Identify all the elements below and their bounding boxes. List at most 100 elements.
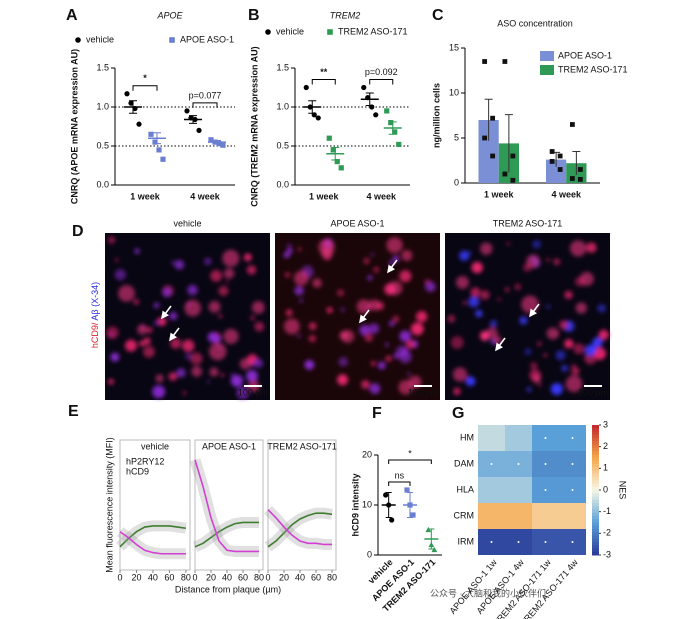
error-bar [153, 132, 161, 145]
signal-blob [340, 307, 345, 312]
series-line [267, 512, 333, 548]
legend-label: vehicle [276, 26, 304, 36]
significance-bracket [311, 79, 336, 85]
signal-blob [407, 372, 411, 376]
colorbar-step [592, 425, 599, 429]
data-point [502, 59, 508, 64]
plaque-blob [480, 242, 493, 255]
plaque-blob [339, 331, 348, 340]
y-axis-label: CNRQ (TREM2 mRNA expression AU) [249, 46, 259, 206]
colorbar-step [592, 509, 599, 514]
annotation: ** [320, 67, 328, 77]
signal-blob [592, 337, 604, 348]
heatmap-cell [478, 503, 505, 529]
significance-dot [571, 541, 574, 543]
plaque-blob [521, 295, 539, 314]
signal-blob [561, 364, 568, 372]
annotation: ns [395, 470, 405, 480]
data-point [303, 84, 309, 91]
signal-blob [450, 336, 464, 349]
error-bar [365, 92, 374, 106]
x-tick-label: 4 week [366, 191, 397, 201]
y-tick-label: 15 [449, 42, 459, 52]
x-tick-label: 20 [131, 572, 141, 582]
plaque-blob [208, 300, 221, 313]
plaque-blob [283, 318, 300, 335]
colorbar-step [592, 535, 599, 540]
plaque-blob [318, 238, 335, 256]
signal-blob [399, 330, 411, 342]
signal-blob [385, 355, 392, 362]
plaque-blob [575, 302, 587, 314]
signal-blob [171, 260, 176, 265]
signal-blob [573, 343, 585, 355]
significance-bracket [192, 102, 218, 108]
signal-blob [185, 353, 192, 360]
signal-blob [182, 339, 195, 352]
signal-blob [243, 253, 252, 262]
y-axis-label: ng/million cells [431, 83, 441, 148]
signal-blob [550, 383, 563, 395]
data-point [549, 149, 555, 154]
colorbar-step [592, 431, 599, 436]
data-point [160, 156, 166, 162]
colorbar-label: NES [618, 481, 628, 500]
legend-label: TREM2 ASO-171 [558, 64, 628, 74]
data-point [383, 492, 389, 498]
plaque-blob [368, 299, 380, 311]
data-point [396, 141, 402, 148]
data-point [152, 139, 158, 145]
data-point [425, 526, 432, 533]
plaque-blob [223, 268, 235, 279]
plaque-blob [184, 299, 202, 317]
plaque-blob [251, 300, 265, 314]
signal-blob [297, 247, 302, 252]
y-axis-label: hCD9 intensity [350, 473, 360, 536]
legend-swatch [540, 51, 554, 61]
data-point [557, 167, 563, 172]
signal-blob [106, 326, 119, 340]
signal-blob [369, 383, 381, 394]
data-point [136, 121, 142, 127]
panel-letter: E [68, 403, 79, 420]
plaque-blob [155, 374, 164, 383]
signal-blob [373, 266, 379, 273]
signal-blob [176, 368, 186, 378]
signal-blob [514, 283, 522, 291]
annotation: * [408, 448, 412, 458]
data-point [388, 120, 394, 126]
y-tick-label: 20 [362, 449, 372, 459]
signal-blob [154, 320, 160, 326]
legend-label: APOE ASO-1 [558, 50, 612, 60]
signal-blob [337, 289, 345, 297]
data-point [384, 108, 390, 114]
signal-blob [497, 297, 501, 301]
x-tick-label: 4 week [551, 189, 582, 199]
plaque-blob [356, 299, 371, 314]
y-axis-label: CNRQ (APOE mRNA expression AU) [69, 49, 79, 204]
row-label: HLA [456, 484, 474, 494]
colorbar-step [592, 542, 599, 546]
plaque-blob [526, 254, 541, 269]
signal-blob [553, 258, 561, 266]
significance-dot [544, 541, 547, 543]
y-tick-label: 0.5 [276, 140, 289, 150]
colorbar-step [592, 503, 599, 507]
signal-blob [532, 239, 542, 249]
signal-blob [393, 353, 400, 359]
signal-blob [370, 252, 375, 257]
series-line [194, 521, 259, 548]
signal-blob [453, 387, 461, 396]
data-point [490, 153, 496, 159]
signal-blob [308, 322, 317, 330]
significance-dot [544, 437, 547, 439]
signal-blob [370, 361, 376, 366]
x-tick-label: 0 [265, 572, 270, 582]
signal-blob [297, 334, 301, 338]
y-label-red: hCD9/ [90, 322, 100, 348]
significance-dot [490, 541, 493, 543]
colorbar-tick-label: 3 [603, 419, 608, 429]
data-point [196, 127, 202, 133]
data-point [265, 29, 271, 35]
signal-blob [586, 242, 597, 253]
